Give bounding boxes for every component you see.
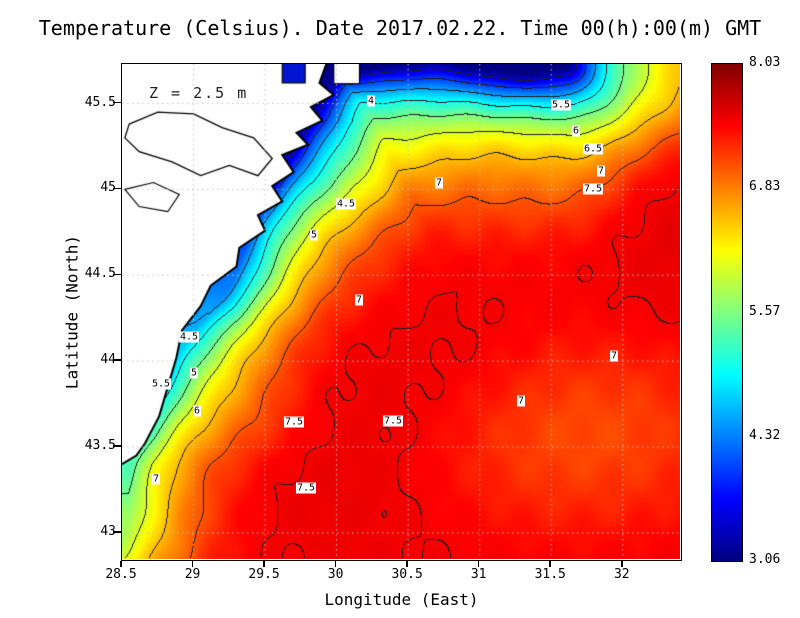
y-tick-mark xyxy=(113,101,121,104)
contour-line-label: 7.5 xyxy=(382,415,404,427)
contour-line-label: 6 xyxy=(192,405,202,417)
colorbar-tick-label: 4.32 xyxy=(749,427,781,443)
x-tick-label: 30.5 xyxy=(391,567,423,582)
colorbar-tick-label: 3.06 xyxy=(749,552,781,567)
colorbar-tick-label: 8.03 xyxy=(749,55,781,70)
colorbar-tick-label: 6.83 xyxy=(749,179,781,195)
colorbar-tick-label: 5.57 xyxy=(749,303,781,319)
y-tick-mark xyxy=(113,273,121,275)
contour-line-label: 5.5 xyxy=(150,378,172,390)
x-tick-label: 29 xyxy=(184,567,201,582)
x-axis-label: Longitude (East) xyxy=(324,590,479,609)
y-tick-mark xyxy=(113,359,121,361)
contour-line-label: 7.5 xyxy=(283,416,305,428)
contour-line-label: 4.5 xyxy=(335,198,357,210)
contour-line-label: 7 xyxy=(609,350,619,362)
y-tick-label: 43.5 xyxy=(84,438,116,453)
contour-line-label: 6.5 xyxy=(582,143,604,155)
x-tick-mark xyxy=(549,561,551,567)
x-tick-label: 31.5 xyxy=(534,567,566,582)
temperature-heatmap-canvas xyxy=(122,64,680,559)
contour-line-label: 5 xyxy=(189,367,199,379)
contour-line-label: 7 xyxy=(516,395,526,407)
contour-line-label: 7.5 xyxy=(295,482,317,494)
map-plot-area: Z = 2.5 m 4 5.5 6 6.5 7 7.5 7 4.5 5 7 4.5 5 5.5 6 7.5 7… xyxy=(121,63,682,561)
contour-line-label: 7 xyxy=(596,165,606,177)
x-tick-mark xyxy=(406,561,408,567)
plot-title: Temperature (Celsius). Date 2017.02.22. … xyxy=(38,16,762,40)
x-tick-label: 31 xyxy=(470,567,487,582)
contour-line-label: 7.5 xyxy=(582,183,604,195)
x-tick-label: 28.5 xyxy=(105,567,137,582)
contour-line-label: 6 xyxy=(571,125,581,137)
x-tick-mark xyxy=(621,561,623,567)
x-tick-label: 32 xyxy=(613,567,630,582)
y-tick-label: 43 xyxy=(100,523,116,539)
depth-annotation: Z = 2.5 m xyxy=(149,84,249,102)
contour-line-label: 5 xyxy=(309,229,319,241)
colorbar xyxy=(711,63,743,562)
contour-line-label: 4.5 xyxy=(178,331,200,343)
x-tick-label: 29.5 xyxy=(248,567,280,582)
y-tick-mark xyxy=(113,531,121,533)
y-tick-label: 45.5 xyxy=(84,94,116,110)
y-tick-label: 44 xyxy=(100,352,116,368)
contour-line-label: 4 xyxy=(366,95,376,107)
x-tick-mark xyxy=(120,561,122,567)
x-tick-label: 30 xyxy=(327,567,344,582)
y-tick-label: 45 xyxy=(100,180,116,196)
contour-line-label: 7 xyxy=(354,294,364,306)
y-tick-label: 44.5 xyxy=(84,266,116,282)
contour-line-label: 7 xyxy=(434,177,444,189)
x-tick-mark xyxy=(334,561,337,567)
x-tick-mark xyxy=(477,561,480,567)
y-axis-label: Latitude (North) xyxy=(62,234,82,390)
y-tick-mark xyxy=(113,445,121,447)
x-tick-mark xyxy=(263,561,265,567)
y-tick-mark xyxy=(113,187,121,190)
contour-line-label: 5.5 xyxy=(550,99,572,111)
x-tick-mark xyxy=(191,561,194,567)
contour-line-label: 7 xyxy=(151,473,161,485)
